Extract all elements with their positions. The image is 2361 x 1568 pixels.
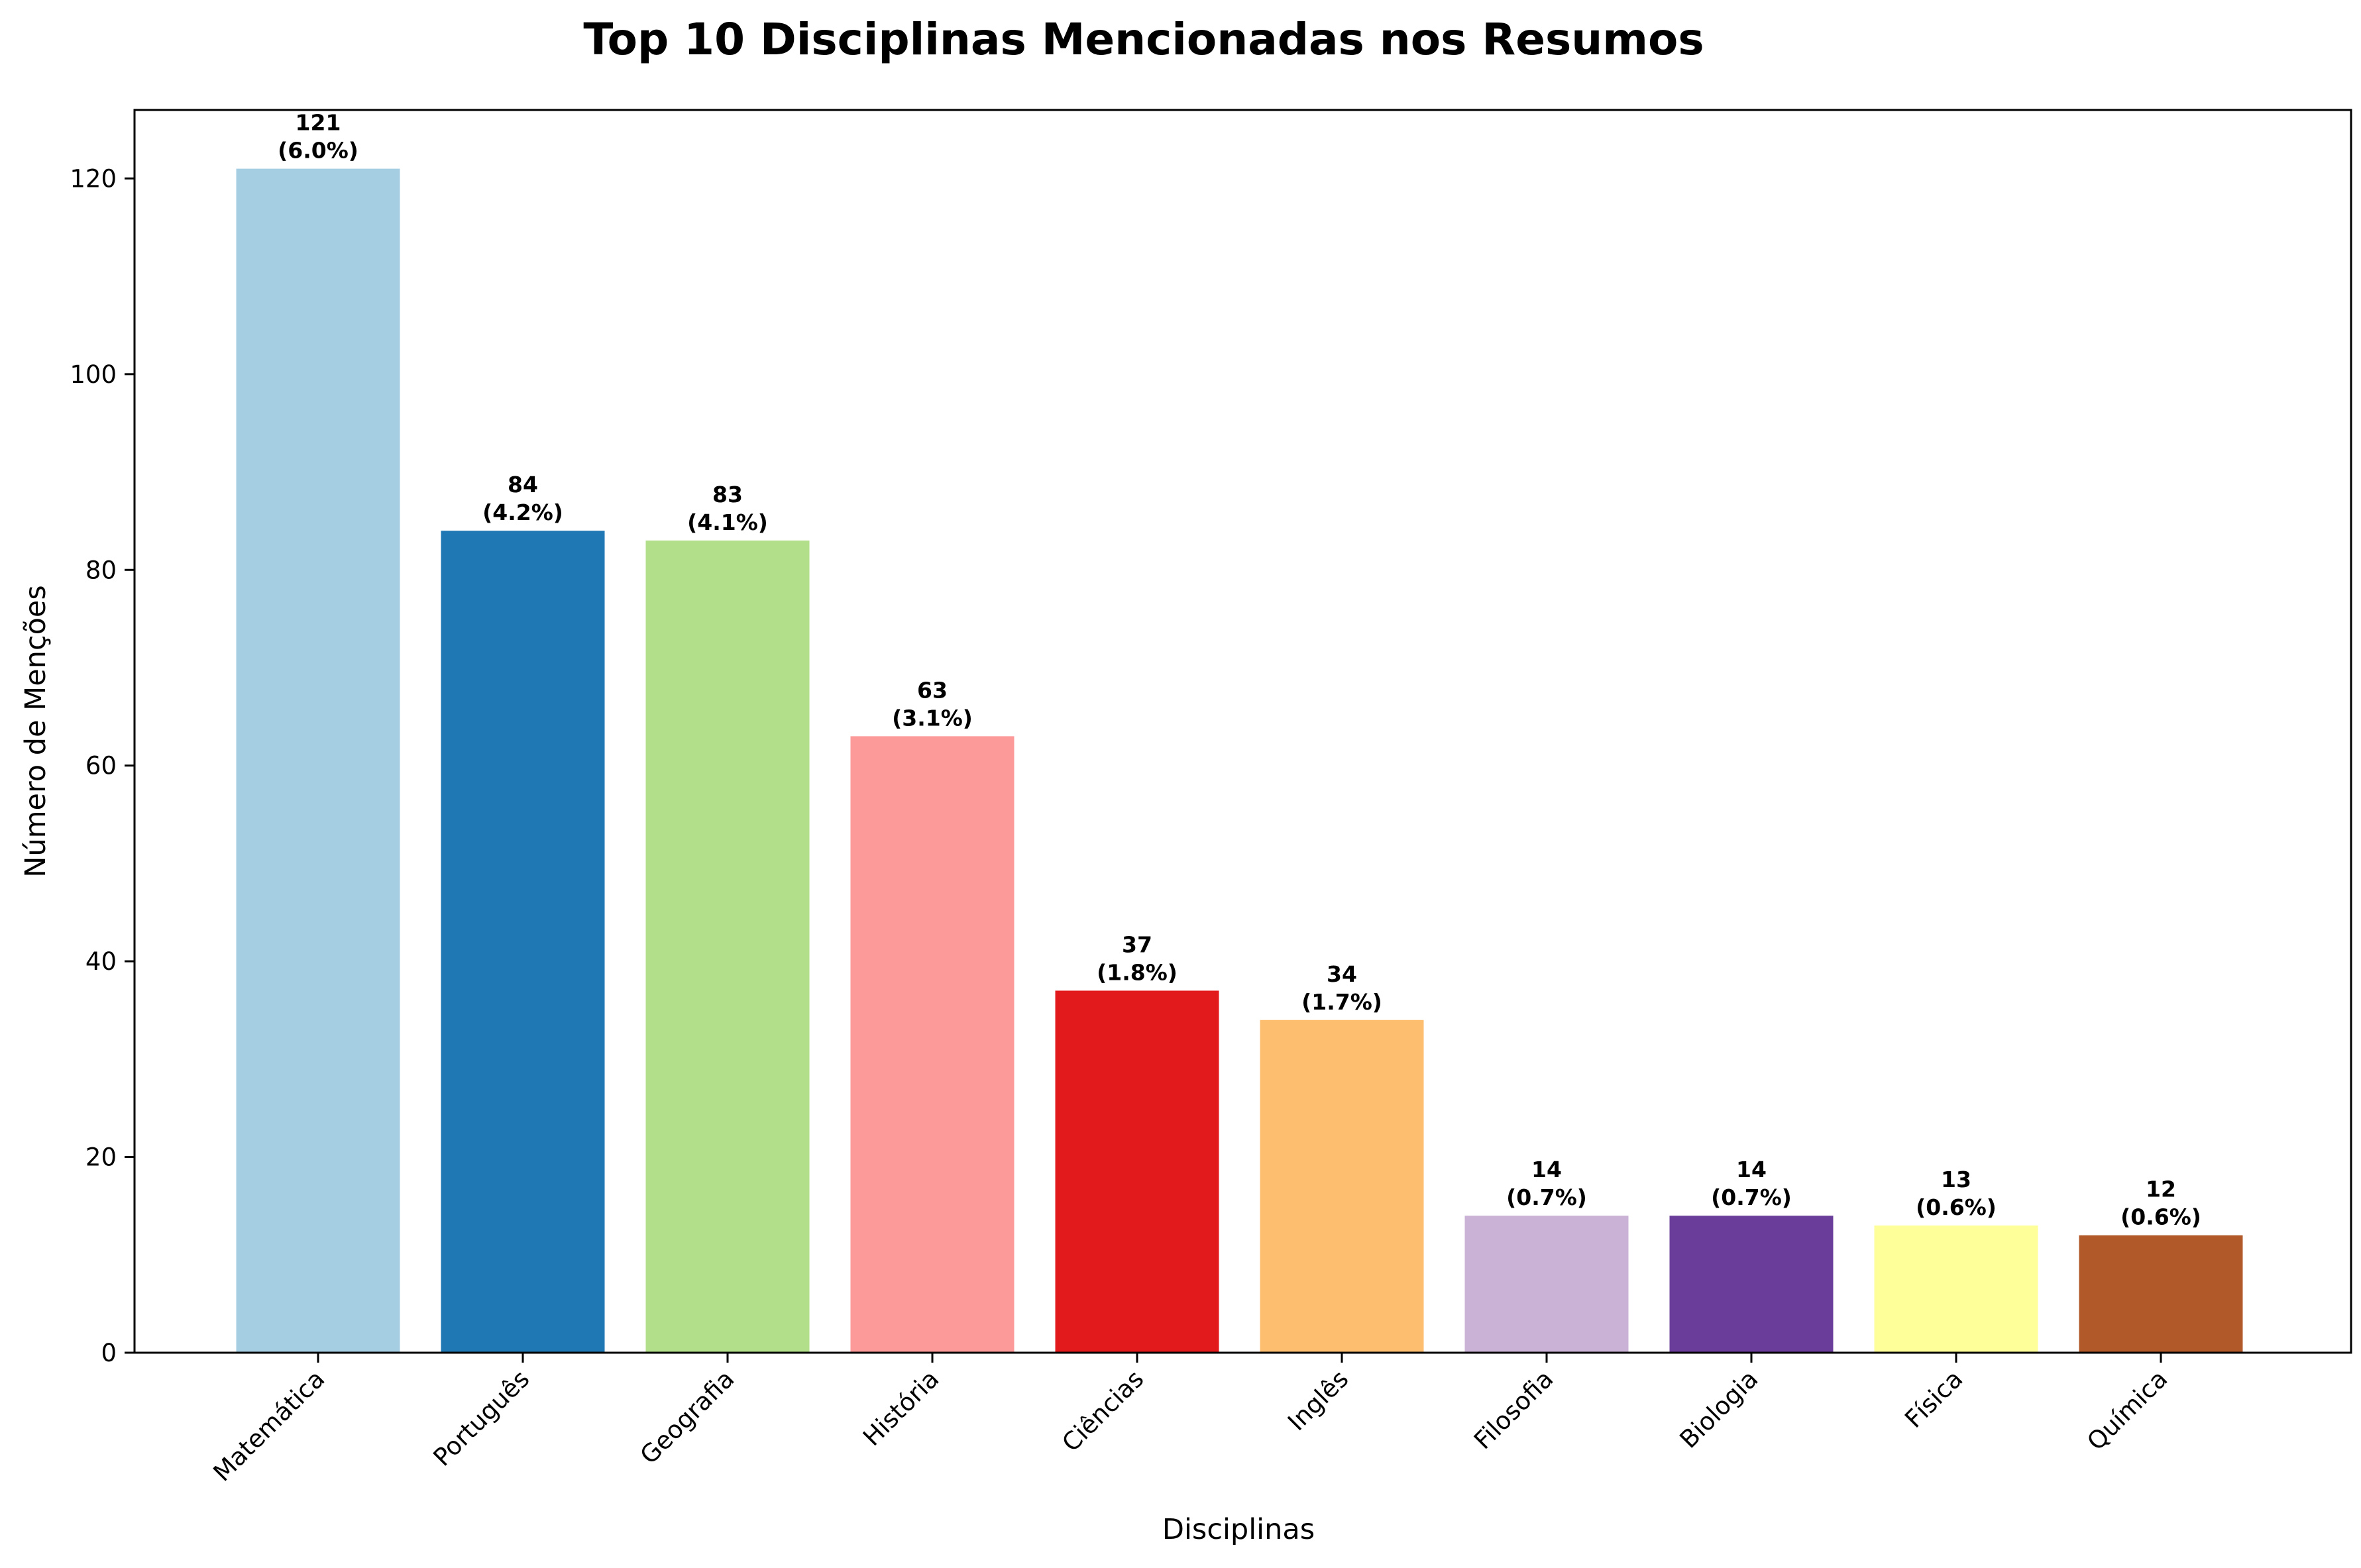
bar-9 [2079,1235,2243,1353]
plot-frame [133,109,2352,1354]
bar-percent-label: (4.1%) [687,509,768,535]
bars-group [236,168,2243,1353]
bar-4 [1055,990,1219,1353]
x-axis-label: Disciplinas [1162,1513,1315,1546]
y-axis-label: Número de Menções [19,585,52,878]
bar-value-label: 121 [296,110,341,136]
bar-percent-label: (0.6%) [2120,1204,2201,1230]
x-tick-label: Física [1899,1365,1968,1434]
bar-0 [236,168,400,1353]
bar-6 [1464,1216,1629,1353]
bar-1 [441,531,605,1353]
data-labels-group: 121(6.0%) 84(4.2%) 83(4.1%) 63(3.1%) 37(1.8%… [278,110,2201,1230]
x-tick-label: História [857,1365,944,1451]
x-tick-label: Química [2081,1365,2173,1456]
bar-percent-label: (1.7%) [1301,989,1382,1015]
bar-value-label: 13 [1941,1167,1971,1192]
bar-8 [1874,1225,2038,1353]
bar-value-label: 12 [2146,1176,2176,1202]
y-tick-label: 100 [70,360,117,389]
x-tick-label: Geografia [635,1365,740,1470]
y-tick-label: 40 [85,947,117,976]
x-tick-label: Ciências [1056,1365,1149,1457]
bar-percent-label: (6.0%) [278,138,358,164]
bar-value-label: 84 [508,472,538,497]
bar-7 [1669,1216,1834,1353]
x-tick-label: Filosofia [1468,1365,1559,1455]
bar-5 [1260,1019,1424,1353]
y-tick-label: 80 [85,556,117,584]
x-tick-label: Português [428,1365,535,1472]
x-tick-label: Inglês [1282,1365,1354,1436]
y-axis: 0 20 40 60 80 100 120 [70,164,135,1367]
bar-value-label: 63 [917,677,948,703]
x-tick-label: Matemática [208,1365,331,1487]
x-tick-label: Biologia [1675,1365,1764,1454]
bar-percent-label: (4.2%) [482,499,563,525]
y-tick-label: 0 [101,1339,117,1367]
bar-value-label: 37 [1122,931,1152,957]
bar-3 [850,736,1015,1353]
bar-value-label: 34 [1327,961,1357,987]
bar-value-label: 14 [1736,1157,1767,1182]
bar-percent-label: (1.8%) [1097,959,1178,985]
bar-percent-label: (0.7%) [1711,1184,1792,1210]
y-tick-label: 120 [70,164,117,193]
bar-2 [645,540,810,1353]
bar-value-label: 83 [712,482,743,507]
bar-percent-label: (0.7%) [1506,1184,1587,1210]
x-axis: Matemática Português Geografia História Ciên… [208,1353,2173,1487]
bar-percent-label: (3.1%) [892,705,973,731]
y-tick-label: 60 [85,752,117,780]
y-tick-label: 20 [85,1143,117,1172]
chart-title: Top 10 Disciplinas Mencionadas nos Resum… [583,14,1704,65]
bar-value-label: 14 [1531,1157,1562,1182]
bar-percent-label: (0.6%) [1916,1194,1997,1220]
